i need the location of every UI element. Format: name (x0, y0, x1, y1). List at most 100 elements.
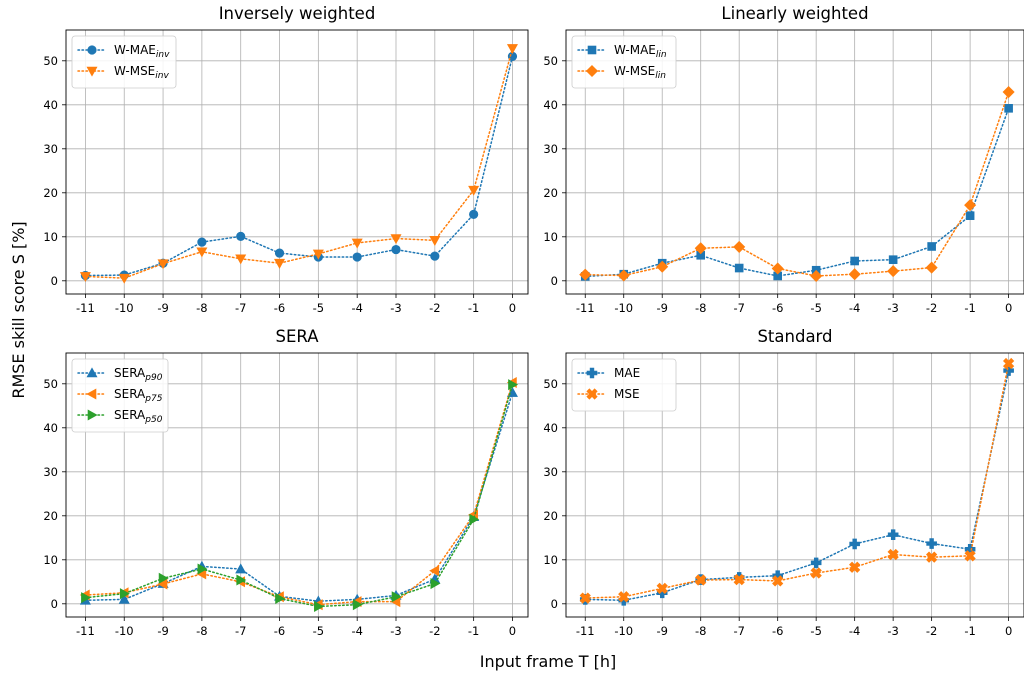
y-tick-label: 0 (551, 597, 558, 611)
x-tick-label: -6 (772, 301, 783, 315)
legend-label: W-MAElin (614, 43, 667, 60)
x-tick-label: -6 (772, 624, 783, 638)
data-point (887, 548, 899, 561)
data-point (734, 263, 744, 273)
data-point (887, 529, 899, 541)
series-line (84, 381, 514, 606)
data-point (390, 234, 402, 245)
data-point (79, 272, 91, 283)
legend-subscript: inv (156, 50, 170, 60)
chart-title: Inversely weighted (219, 4, 376, 23)
legend-box (571, 35, 677, 89)
x-tick-label: -8 (196, 301, 207, 315)
data-point (772, 575, 784, 587)
x-tick-label: -8 (695, 301, 706, 315)
series-line (84, 47, 514, 279)
x-tick-label: -6 (274, 624, 285, 638)
data-point (656, 260, 669, 273)
data-point (1004, 104, 1013, 113)
chart-title: Standard (757, 327, 832, 346)
legend-subscript: p90 (144, 373, 162, 383)
legend-marker (86, 66, 98, 77)
x-axis-label: Input frame T [h] (480, 652, 617, 671)
legend-subscript: lin (655, 71, 666, 81)
series-line (584, 91, 1010, 277)
legend-marker (586, 367, 598, 379)
x-tick-label: -7 (235, 624, 246, 638)
data-point (429, 236, 441, 246)
data-point (888, 255, 898, 264)
data-point (927, 242, 936, 251)
data-point (469, 513, 480, 525)
legend-label: W-MSElin (614, 64, 666, 81)
legend-subscript: p50 (144, 415, 162, 425)
x-tick-label: 0 (509, 624, 516, 638)
x-tick-label: -11 (576, 301, 595, 315)
data-point (771, 262, 784, 275)
axes-frame (65, 29, 529, 295)
data-point (235, 254, 247, 265)
data-point (391, 244, 401, 255)
x-tick-label: -3 (390, 624, 401, 638)
series-1 (580, 104, 1013, 281)
legend-entry: MAE (577, 366, 640, 380)
y-tick-label: 30 (43, 142, 58, 156)
x-tick-label: -10 (115, 301, 134, 315)
data-point (469, 209, 479, 219)
y-tick-label: 10 (43, 553, 58, 567)
y-tick-label: 40 (543, 98, 558, 112)
y-tick-label: 20 (543, 509, 558, 523)
x-tick-label: -7 (235, 301, 246, 315)
y-tick-label: 40 (43, 421, 58, 435)
chart-panel-1: -11 -10 -9 -8 -7 -6 -5 -4 -3 -2 -1 001020304050Inve… (43, 4, 529, 315)
data-point (351, 238, 363, 249)
x-tick-label: -2 (429, 624, 440, 638)
data-point (391, 591, 402, 603)
x-tick-label: -1 (468, 301, 479, 315)
data-point (312, 249, 324, 260)
data-point (429, 565, 440, 577)
x-tick-label: -11 (576, 624, 595, 638)
y-tick-label: 20 (43, 509, 58, 523)
data-point (810, 557, 822, 569)
axes-frame (565, 352, 1024, 618)
x-tick-label: -2 (429, 301, 440, 315)
data-point (236, 231, 246, 241)
x-tick-label: -3 (887, 624, 898, 638)
x-tick-label: -2 (926, 301, 937, 315)
x-tick-label: -5 (810, 301, 821, 315)
x-tick-label: -4 (351, 301, 362, 315)
series-line (584, 362, 1010, 599)
legend-box (71, 35, 177, 89)
data-point (430, 251, 440, 261)
data-point (197, 237, 207, 247)
x-tick-label: 0 (509, 301, 516, 315)
x-tick-label: 0 (1005, 624, 1012, 638)
data-point (274, 258, 286, 269)
y-tick-label: 50 (43, 54, 58, 68)
data-point (964, 550, 976, 562)
data-point (314, 600, 324, 612)
y-tick-label: 40 (543, 421, 558, 435)
y-tick-label: 10 (543, 553, 558, 567)
x-tick-label: -7 (733, 624, 744, 638)
data-point (887, 265, 900, 278)
legend-subscript: p75 (144, 394, 162, 404)
data-point (618, 591, 630, 603)
x-tick-label: -10 (614, 301, 633, 315)
data-point (694, 242, 707, 255)
data-point (926, 538, 937, 549)
data-point (506, 44, 518, 55)
x-tick-label: -1 (964, 301, 975, 315)
y-tick-label: 50 (543, 54, 558, 68)
data-point (508, 379, 519, 391)
chart-title: SERA (276, 327, 320, 346)
x-tick-label: -1 (964, 624, 975, 638)
x-tick-label: -9 (157, 624, 168, 638)
data-point (352, 599, 363, 611)
y-tick-label: 20 (43, 186, 58, 200)
y-tick-label: 0 (551, 274, 558, 288)
y-tick-label: 50 (543, 377, 558, 391)
x-tick-label: -9 (656, 624, 667, 638)
